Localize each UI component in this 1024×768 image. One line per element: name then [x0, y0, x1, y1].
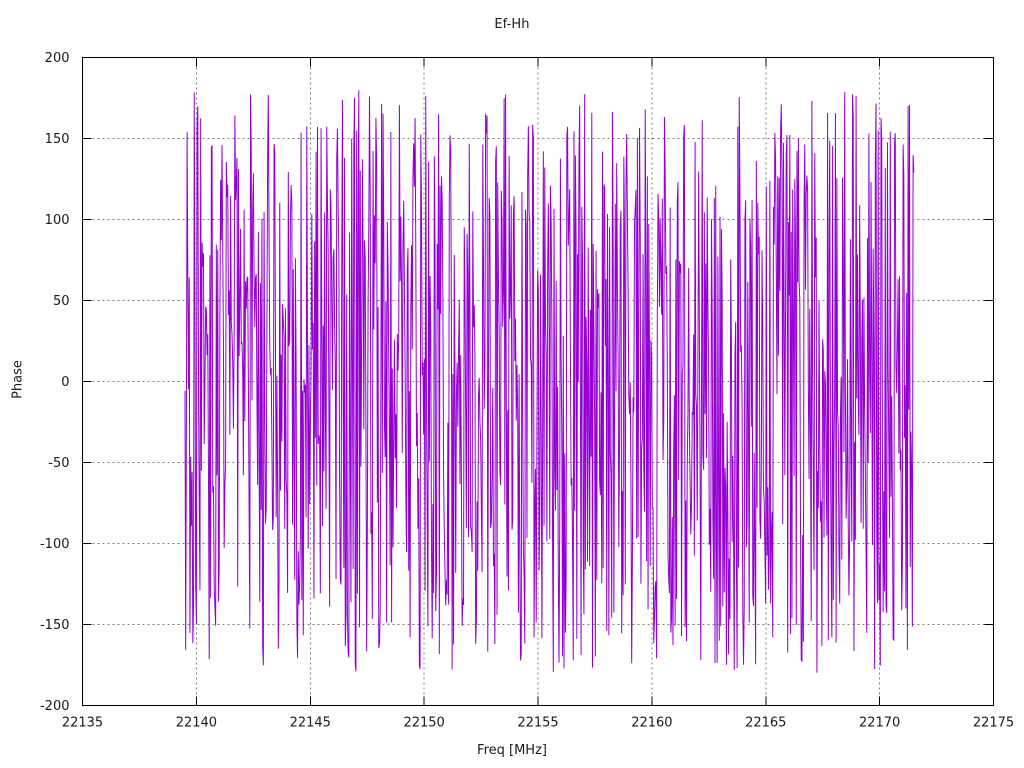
y-tick-label: 200 — [45, 51, 70, 66]
x-tick-label: 22140 — [176, 716, 217, 731]
y-tick-label: 100 — [45, 213, 70, 228]
x-tick-label: 22175 — [973, 716, 1014, 731]
plot-border — [81, 56, 995, 707]
y-tick-label: -150 — [40, 618, 70, 633]
x-tick-label: 22165 — [745, 716, 786, 731]
y-tick-label: 0 — [61, 375, 69, 390]
page-title: Ef-Hh — [494, 17, 530, 32]
x-tick-label: 22160 — [631, 716, 672, 731]
x-tick-label: 22135 — [62, 716, 103, 731]
data-series-phase — [184, 90, 915, 673]
x-tick-label: 22150 — [403, 716, 444, 731]
tick-labels: -200 -150 -100 -50 0 50 100 150 200 22135 22140 221… — [40, 51, 1014, 731]
x-tick-label: 22155 — [517, 716, 558, 731]
y-tick-label: -100 — [40, 537, 70, 552]
y-tick-label: -50 — [48, 456, 69, 471]
y-tick-label: 150 — [45, 132, 70, 147]
x-tick-label: 22170 — [859, 716, 900, 731]
x-axis-title: Freq [MHz] — [477, 743, 547, 758]
x-tick-label: 22145 — [290, 716, 331, 731]
y-tick-label: -200 — [40, 699, 70, 714]
y-tick-label: 50 — [53, 294, 70, 309]
